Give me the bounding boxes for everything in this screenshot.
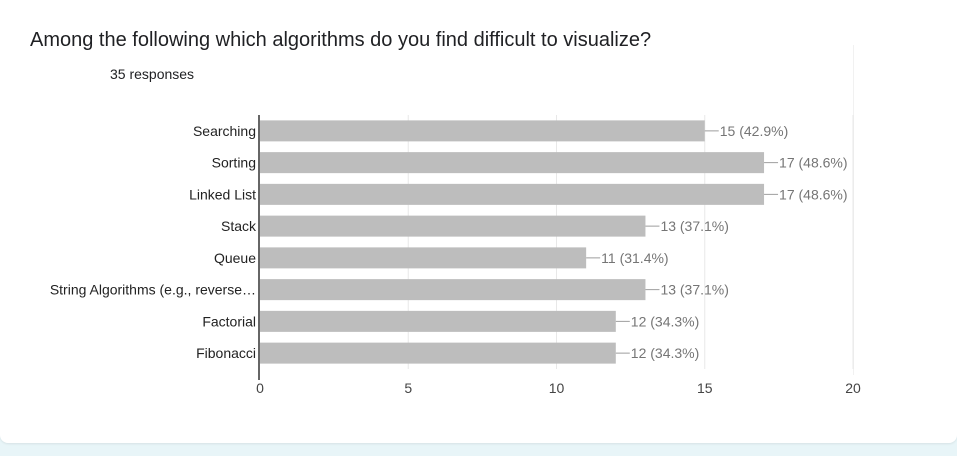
value-label: 15 (42.9%) xyxy=(720,123,788,139)
value-label: 13 (37.1%) xyxy=(660,218,728,234)
value-label: 17 (48.6%) xyxy=(779,155,847,171)
bar xyxy=(260,279,646,301)
bar xyxy=(260,247,587,269)
category-label: Fibonacci xyxy=(196,345,256,361)
bar xyxy=(260,152,765,174)
question-card: Among the following which algorithms do … xyxy=(0,0,957,443)
value-label: 17 (48.6%) xyxy=(779,186,847,202)
bar xyxy=(260,183,765,205)
category-label: Searching xyxy=(193,123,256,139)
x-tick-label: 5 xyxy=(404,380,412,396)
category-label: Queue xyxy=(214,250,256,266)
category-label: Factorial xyxy=(202,313,256,329)
response-count: 35 responses xyxy=(110,66,195,82)
value-label: 13 (37.1%) xyxy=(660,282,728,298)
category-label: Stack xyxy=(221,218,257,234)
bar xyxy=(260,310,616,332)
value-label: 12 (34.3%) xyxy=(631,345,699,361)
x-tick-label: 0 xyxy=(256,380,264,396)
value-label: 12 (34.3%) xyxy=(631,313,699,329)
value-label: 11 (31.4%) xyxy=(601,250,668,266)
bar-chart: Searching 15 (42.9%) Sorting 17 (48.6%) Link… xyxy=(50,115,861,396)
x-tick-label: 15 xyxy=(697,380,713,396)
bar xyxy=(260,120,705,142)
x-tick-label: 10 xyxy=(549,380,565,396)
question-title: Among the following which algorithms do … xyxy=(30,29,652,51)
category-label: Linked List xyxy=(189,186,256,202)
bar xyxy=(260,215,646,237)
x-tick-label: 20 xyxy=(845,380,861,396)
category-label: Sorting xyxy=(212,155,256,171)
category-label: String Algorithms (e.g., reverse… xyxy=(50,282,256,298)
bar xyxy=(260,342,616,364)
